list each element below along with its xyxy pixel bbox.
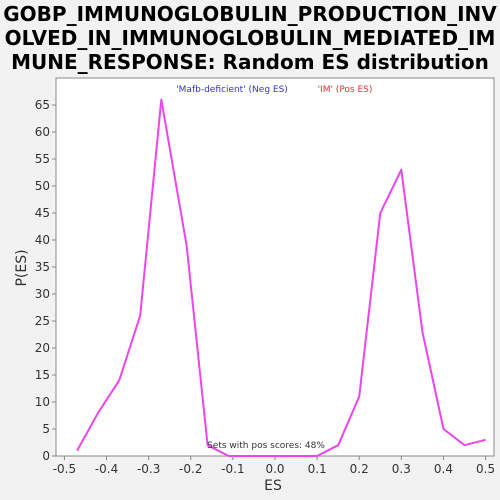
title-line-2: OLVED_IN_IMMUNOGLOBULIN_MEDIATED_IM xyxy=(4,26,496,50)
x-tick-label: 0.4 xyxy=(434,462,453,476)
y-tick-label: 50 xyxy=(35,179,50,193)
x-tick-label: 0.5 xyxy=(476,462,495,476)
pos-scores-note: Sets with pos scores: 48% xyxy=(207,441,325,451)
legend-neg-label: 'Mafb-deficient' (Neg ES) xyxy=(176,85,288,95)
x-tick-label: 0.2 xyxy=(350,462,369,476)
y-axis: 0 5 10 15 20 25 30 35 40 45 50 55 60 65 xyxy=(35,98,56,463)
y-tick-label: 25 xyxy=(35,314,50,328)
y-tick-label: 15 xyxy=(35,368,50,382)
y-tick-label: 10 xyxy=(35,395,50,409)
y-tick-label: 30 xyxy=(35,287,50,301)
x-tick-label: -0.2 xyxy=(179,462,202,476)
x-axis-label: ES xyxy=(264,478,282,494)
y-tick-label: 45 xyxy=(35,206,50,220)
x-tick-label: -0.5 xyxy=(53,462,76,476)
chart-title: GOBP_IMMUNOGLOBULIN_PRODUCTION_INV OLVED… xyxy=(0,2,500,74)
x-tick-label: -0.3 xyxy=(137,462,160,476)
x-tick-label: -0.1 xyxy=(221,462,244,476)
x-axis: -0.5 -0.4 -0.3 -0.2 -0.1 0.0 0.1 0.2 0.3 0.4 0.5 xyxy=(53,456,495,476)
title-line-1: GOBP_IMMUNOGLOBULIN_PRODUCTION_INV xyxy=(3,2,497,26)
title-line-3: MUNE_RESPONSE: Random ES distribution xyxy=(11,50,489,74)
y-tick-label: 5 xyxy=(42,422,50,436)
y-tick-label: 55 xyxy=(35,152,50,166)
x-tick-label: 0.0 xyxy=(265,462,284,476)
y-tick-label: 65 xyxy=(35,98,50,112)
y-tick-label: 0 xyxy=(42,449,50,463)
x-tick-label: 0.1 xyxy=(308,462,327,476)
y-tick-label: 20 xyxy=(35,341,50,355)
x-tick-label: 0.3 xyxy=(392,462,411,476)
legend-pos-label: 'IM' (Pos ES) xyxy=(318,85,373,95)
y-tick-label: 40 xyxy=(35,233,50,247)
y-axis-label: P(ES) xyxy=(14,249,30,286)
y-tick-label: 60 xyxy=(35,125,50,139)
x-tick-label: -0.4 xyxy=(95,462,118,476)
plot-area xyxy=(55,77,495,457)
y-tick-label: 35 xyxy=(35,260,50,274)
series-line xyxy=(76,98,486,457)
